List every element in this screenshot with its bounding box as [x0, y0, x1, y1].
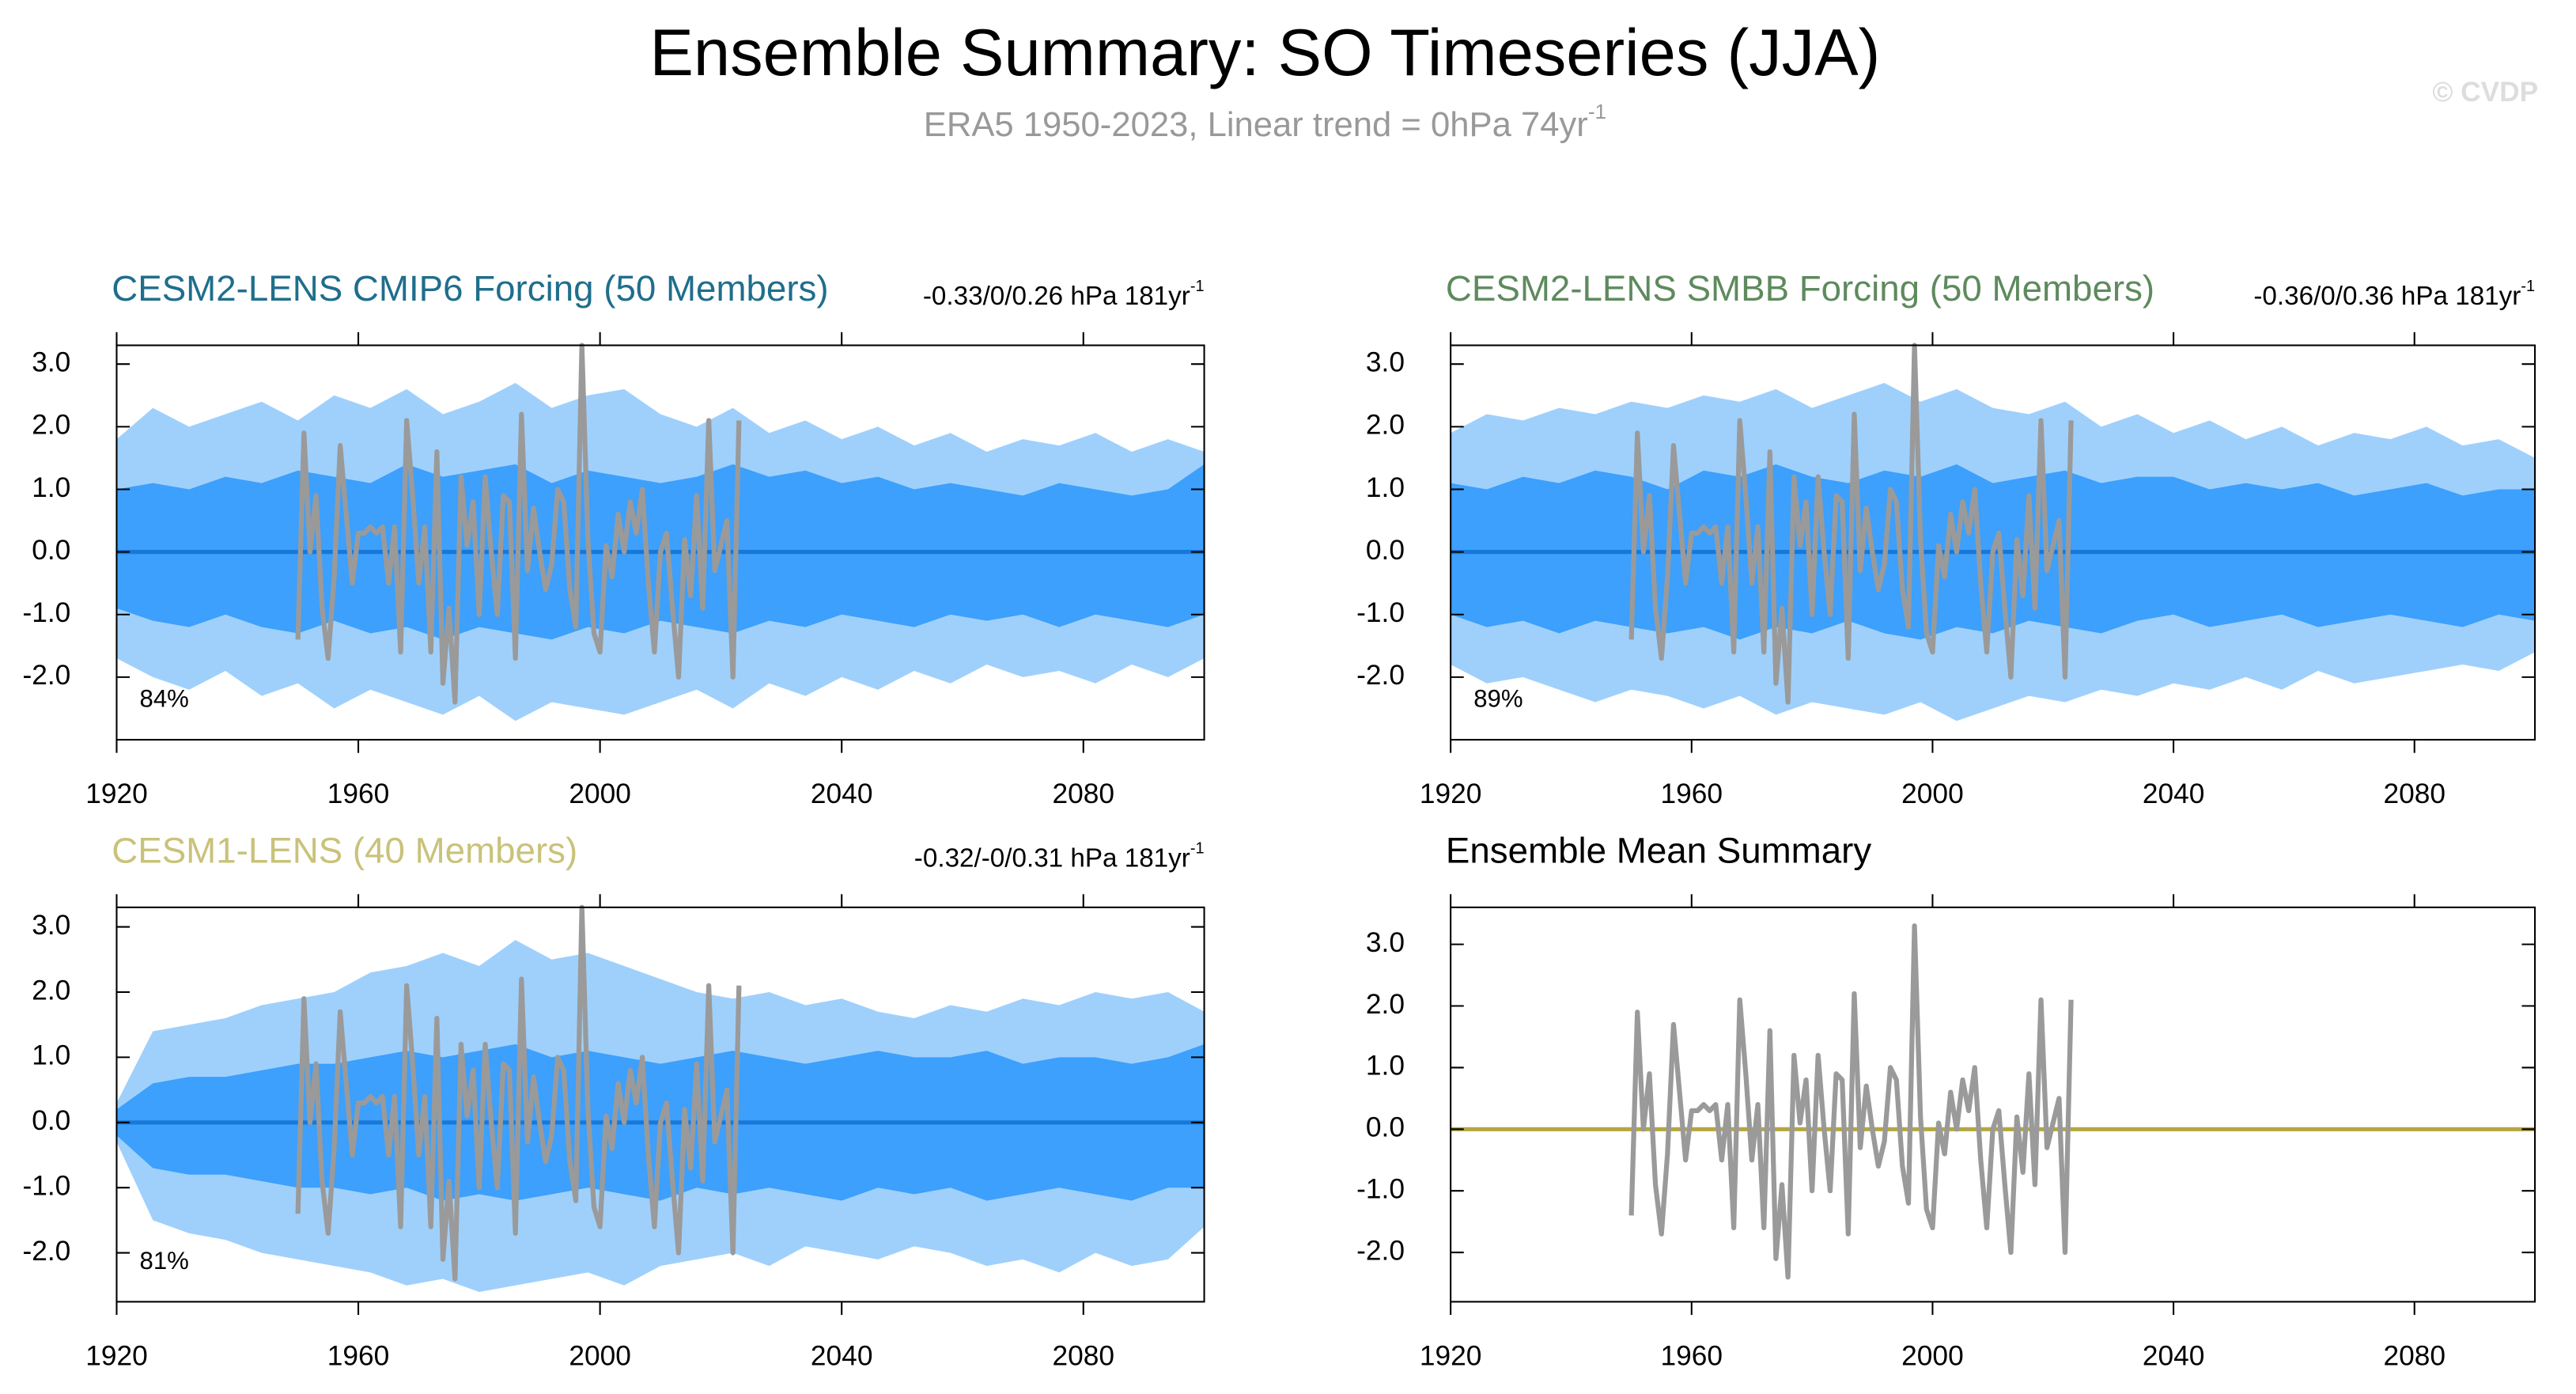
observed-line — [295, 904, 742, 1282]
y-tick-label: 1.0 — [1366, 472, 1405, 503]
y-tick-label: 0.0 — [1366, 535, 1405, 566]
x-tick-label: 1960 — [1661, 1340, 1723, 1371]
y-tick-label: 0.0 — [32, 535, 70, 566]
x-tick-label: 2040 — [811, 778, 873, 809]
panel-title: Ensemble Mean Summary — [1446, 830, 1871, 870]
panel-title: CESM2-LENS SMBB Forcing (50 Members) — [1446, 268, 2154, 309]
subtitle: ERA5 1950-2023, Linear trend = 0hPa 74yr… — [924, 100, 1606, 144]
y-tick-label: 2.0 — [32, 410, 70, 441]
trend-label-main: -0.32/-0/0.31 hPa 181yr — [914, 843, 1190, 873]
panel-title: CESM2-LENS CMIP6 Forcing (50 Members) — [112, 268, 828, 309]
figure-title: Ensemble Summary: SO Timeseries (JJA) — [650, 16, 1881, 89]
observed-line — [1628, 923, 2074, 1280]
y-tick-label: -2.0 — [22, 660, 70, 691]
y-tick-label: 3.0 — [1366, 927, 1405, 958]
x-tick-label: 1920 — [85, 1340, 148, 1371]
x-tick-label: 1920 — [1420, 778, 1482, 809]
y-tick-label: 2.0 — [1366, 989, 1405, 1020]
plot-frame — [1450, 906, 2536, 1303]
x-tick-label: 2080 — [2383, 778, 2445, 809]
x-tick-label: 2000 — [1901, 778, 1964, 809]
x-tick-label: 2000 — [1901, 1340, 1964, 1371]
y-tick-label: 0.0 — [1366, 1112, 1405, 1143]
y-tick-label: -1.0 — [1356, 597, 1405, 628]
y-tick-label: 3.0 — [32, 347, 70, 378]
percent-annotation: 84% — [140, 684, 189, 712]
x-tick-label: 2080 — [2383, 1340, 2445, 1371]
x-tick-label: 1960 — [327, 778, 390, 809]
percent-annotation: 81% — [140, 1247, 189, 1275]
panel-title: CESM1-LENS (40 Members) — [112, 830, 577, 870]
plot-frame — [115, 344, 1205, 741]
y-tick-label: -2.0 — [1356, 1235, 1405, 1266]
percent-annotation: 89% — [1473, 684, 1523, 712]
y-tick-label: 1.0 — [32, 472, 70, 503]
trend-label-sup: -1 — [1190, 278, 1205, 295]
trend-label: -0.33/0/0.26 hPa 181yr-1 — [923, 278, 1205, 311]
x-tick-label: 2000 — [569, 1340, 631, 1371]
y-tick-label: 3.0 — [1366, 347, 1405, 378]
y-tick-label: 3.0 — [32, 910, 70, 941]
subtitle-sup: -1 — [1588, 100, 1606, 123]
y-tick-label: 2.0 — [1366, 410, 1405, 441]
x-tick-label: 2040 — [2143, 1340, 2205, 1371]
observed-line — [1628, 343, 2074, 705]
plot-frame — [115, 906, 1205, 1303]
trend-label-main: -0.36/0/0.36 hPa 181yr — [2253, 282, 2521, 311]
y-tick-label: 1.0 — [1366, 1051, 1405, 1081]
x-tick-label: 1960 — [1661, 778, 1723, 809]
x-tick-label: 2040 — [811, 1340, 873, 1371]
y-tick-label: -1.0 — [22, 1171, 70, 1202]
x-tick-label: 2080 — [1053, 778, 1115, 809]
x-tick-label: 2000 — [569, 778, 631, 809]
y-tick-label: -2.0 — [1356, 660, 1405, 691]
x-tick-label: 2040 — [2143, 778, 2205, 809]
trend-label: -0.36/0/0.36 hPa 181yr-1 — [2253, 278, 2535, 311]
trend-label-sup: -1 — [1190, 840, 1205, 858]
y-tick-label: 0.0 — [32, 1105, 70, 1136]
y-tick-label: -2.0 — [22, 1236, 70, 1267]
trend-label-main: -0.33/0/0.26 hPa 181yr — [923, 282, 1190, 311]
plot-frame — [1450, 344, 2536, 741]
x-tick-label: 1920 — [1420, 1340, 1482, 1371]
subtitle-main: ERA5 1950-2023, Linear trend = 0hPa 74yr — [924, 106, 1588, 144]
trend-label: -0.32/-0/0.31 hPa 181yr-1 — [914, 840, 1205, 873]
x-tick-label: 2080 — [1053, 1340, 1115, 1371]
trend-label-sup: -1 — [2521, 278, 2535, 295]
watermark: © CVDP — [2432, 77, 2538, 108]
x-tick-label: 1960 — [327, 1340, 390, 1371]
y-tick-label: 1.0 — [32, 1040, 70, 1071]
y-tick-label: -1.0 — [1356, 1174, 1405, 1205]
y-tick-label: 2.0 — [32, 975, 70, 1006]
observed-line — [295, 343, 742, 705]
y-tick-label: -1.0 — [22, 597, 70, 628]
x-tick-label: 1920 — [85, 778, 148, 809]
